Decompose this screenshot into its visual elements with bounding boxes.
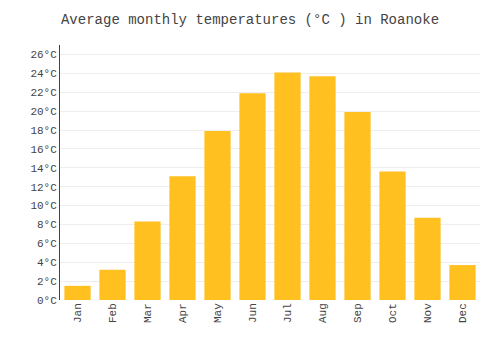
svg-text:22°C: 22°C [30,87,57,99]
svg-text:Aug: Aug [317,303,329,323]
svg-text:Nov: Nov [422,303,434,323]
svg-text:May: May [212,303,224,323]
svg-text:8°C: 8°C [37,219,57,231]
svg-text:20°C: 20°C [30,106,57,118]
svg-text:10°C: 10°C [30,200,57,212]
svg-text:Apr: Apr [177,303,189,323]
svg-text:Mar: Mar [142,303,154,323]
svg-text:0°C: 0°C [37,295,57,307]
svg-text:Average monthly temperatures (: Average monthly temperatures (°C ) in Ro… [61,12,439,28]
svg-text:Oct: Oct [387,303,399,323]
svg-text:4°C: 4°C [37,257,57,269]
svg-text:26°C: 26°C [30,49,57,61]
svg-text:14°C: 14°C [30,163,57,175]
svg-text:Sep: Sep [352,303,364,323]
svg-text:Feb: Feb [107,303,119,323]
svg-text:Jan: Jan [72,303,84,323]
svg-text:16°C: 16°C [30,144,57,156]
svg-text:24°C: 24°C [30,68,57,80]
svg-text:Dec: Dec [457,303,469,323]
svg-text:12°C: 12°C [30,182,57,194]
svg-text:2°C: 2°C [37,276,57,288]
svg-text:Jul: Jul [282,303,294,323]
svg-text:6°C: 6°C [37,238,57,250]
svg-text:18°C: 18°C [30,125,57,137]
svg-text:Jun: Jun [247,303,259,323]
